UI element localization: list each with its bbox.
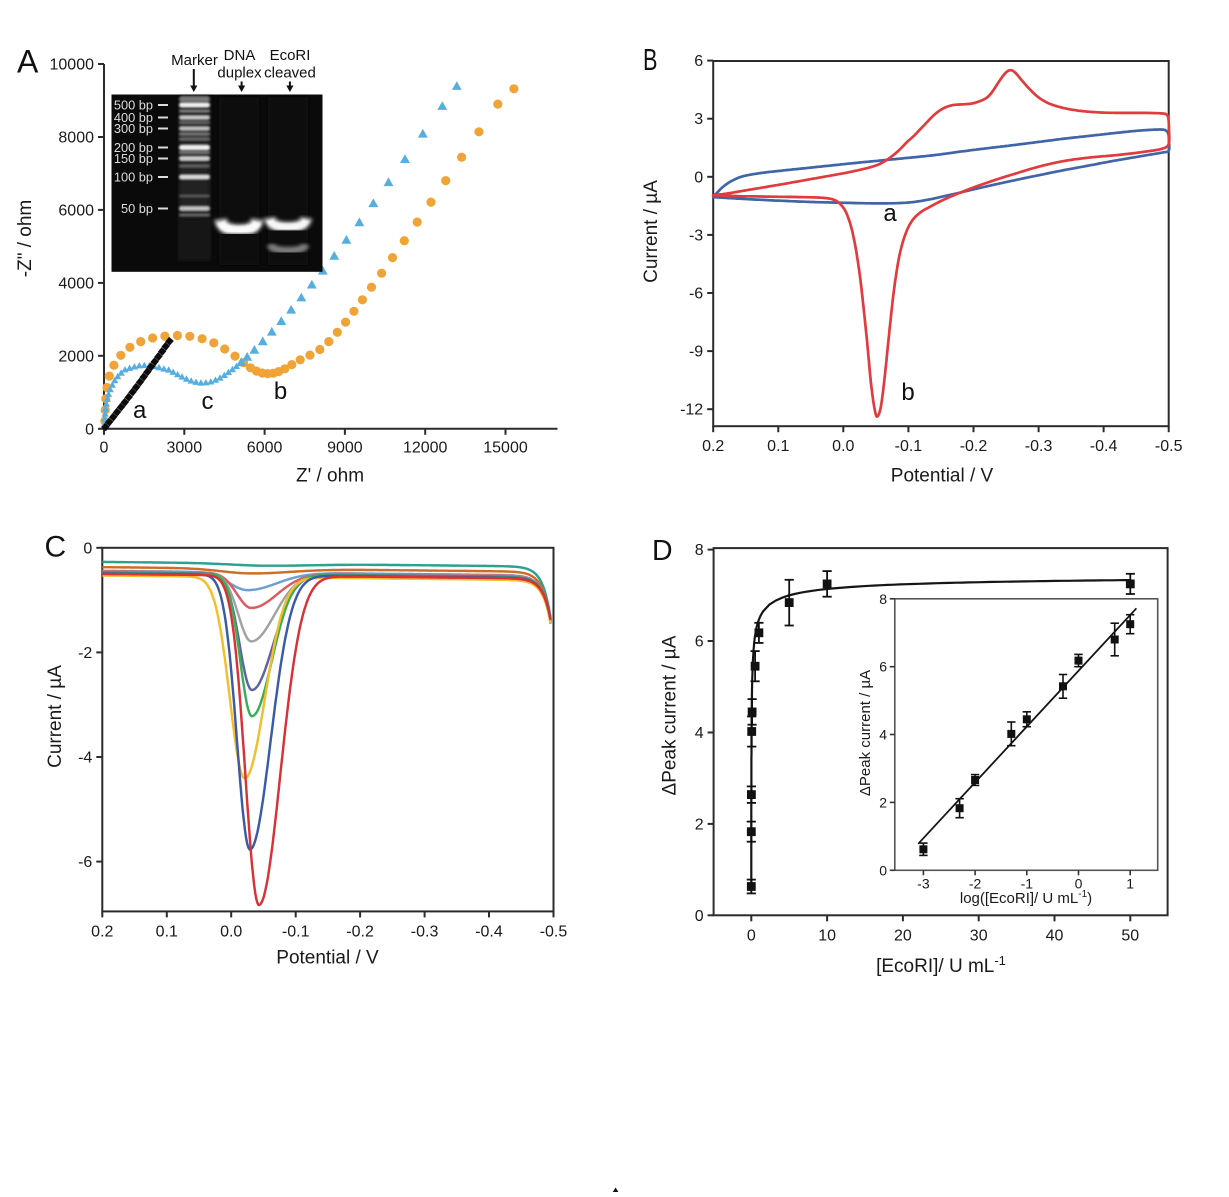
svg-text:0: 0: [879, 862, 887, 878]
svg-text:Z' / ohm: Z' / ohm: [296, 466, 364, 487]
svg-text:D: D: [652, 535, 673, 567]
svg-text:9000: 9000: [327, 439, 363, 456]
svg-text:3: 3: [694, 111, 703, 128]
svg-text:duplex: duplex: [217, 65, 262, 82]
svg-text:b: b: [274, 378, 287, 405]
svg-text:0.2: 0.2: [702, 438, 724, 455]
svg-text:EcoRI: EcoRI: [270, 47, 311, 64]
svg-text:300 bp: 300 bp: [114, 121, 153, 136]
svg-text:Potential / V: Potential / V: [891, 466, 994, 487]
svg-text:50 bp: 50 bp: [121, 201, 153, 216]
svg-text:A: A: [17, 44, 39, 80]
svg-text:0: 0: [694, 169, 703, 186]
svg-text:-0.2: -0.2: [346, 923, 374, 940]
svg-text:1: 1: [1126, 875, 1134, 891]
svg-text:-9: -9: [689, 344, 703, 361]
svg-text:10000: 10000: [50, 57, 95, 74]
svg-text:Current / µA: Current / µA: [45, 665, 66, 768]
svg-text:6000: 6000: [58, 202, 94, 219]
svg-text:-0.5: -0.5: [540, 923, 568, 940]
svg-text:ΔPeak current / µA: ΔPeak current / µA: [857, 670, 874, 796]
svg-text:a: a: [883, 200, 897, 227]
svg-text:2000: 2000: [58, 348, 94, 365]
svg-text:150 bp: 150 bp: [114, 151, 153, 166]
svg-text:-0.3: -0.3: [411, 923, 439, 940]
svg-text:400 bp: 400 bp: [114, 110, 153, 125]
svg-text:Potential / V: Potential / V: [276, 948, 379, 969]
svg-text:0.1: 0.1: [767, 438, 789, 455]
svg-text:10: 10: [818, 927, 836, 944]
svg-text:6000: 6000: [247, 439, 283, 456]
svg-text:6: 6: [694, 53, 703, 70]
svg-text:-2: -2: [78, 645, 92, 662]
svg-text:15000: 15000: [483, 439, 528, 456]
svg-text:4: 4: [879, 727, 887, 743]
svg-text:0: 0: [83, 540, 92, 557]
svg-text:-3: -3: [917, 875, 930, 891]
svg-text:8: 8: [695, 542, 704, 559]
svg-text:-0.2: -0.2: [960, 438, 988, 455]
svg-text:DNA: DNA: [224, 47, 256, 64]
svg-text:0.0: 0.0: [832, 438, 854, 455]
svg-text:6: 6: [695, 634, 704, 651]
svg-text:[EcoRI]/ U mL-1: [EcoRI]/ U mL-1: [876, 953, 1006, 977]
svg-text:Current / µA: Current / µA: [641, 180, 662, 283]
svg-text:-0.4: -0.4: [1090, 438, 1118, 455]
svg-text:log([EcoRI]/ U mL-1): log([EcoRI]/ U mL-1): [960, 889, 1092, 907]
svg-text:-4: -4: [78, 750, 92, 767]
svg-text:-6: -6: [78, 854, 92, 871]
svg-text:40: 40: [1046, 927, 1064, 944]
svg-text:4000: 4000: [58, 275, 94, 292]
svg-text:0: 0: [695, 908, 704, 925]
svg-text:-Z" / ohm: -Z" / ohm: [15, 200, 36, 277]
svg-text:b: b: [901, 379, 914, 406]
svg-text:B: B: [643, 42, 658, 77]
svg-text:4: 4: [695, 725, 704, 742]
svg-text:0: 0: [747, 927, 756, 944]
svg-text:500 bp: 500 bp: [114, 98, 153, 113]
svg-text:-3: -3: [689, 227, 703, 244]
svg-text:8: 8: [879, 591, 887, 607]
svg-text:c: c: [202, 388, 214, 415]
svg-text:0.2: 0.2: [91, 923, 113, 940]
svg-text:-1: -1: [1021, 875, 1034, 891]
svg-text:0: 0: [1075, 875, 1083, 891]
svg-text:50: 50: [1121, 927, 1139, 944]
svg-text:0: 0: [100, 439, 109, 456]
svg-text:3000: 3000: [167, 439, 203, 456]
svg-text:-0.1: -0.1: [895, 438, 923, 455]
svg-text:100 bp: 100 bp: [114, 170, 153, 185]
svg-text:2: 2: [695, 816, 704, 833]
svg-text:0.1: 0.1: [156, 923, 178, 940]
svg-text:cleaved: cleaved: [264, 65, 316, 82]
svg-text:-0.1: -0.1: [282, 923, 310, 940]
svg-text:0: 0: [85, 421, 94, 438]
svg-text:a: a: [133, 397, 147, 424]
svg-text:12000: 12000: [403, 439, 448, 456]
svg-text:C: C: [45, 531, 67, 564]
svg-text:30: 30: [970, 927, 988, 944]
svg-text:200 bp: 200 bp: [114, 140, 153, 155]
svg-text:-0.3: -0.3: [1025, 438, 1053, 455]
svg-text:8000: 8000: [58, 130, 94, 147]
svg-text:-2: -2: [969, 875, 982, 891]
svg-text:-6: -6: [689, 286, 703, 303]
svg-text:6: 6: [879, 659, 887, 675]
svg-text:Marker: Marker: [171, 52, 218, 69]
svg-text:ΔPeak current / µA: ΔPeak current / µA: [660, 635, 681, 795]
svg-text:2: 2: [879, 794, 887, 810]
svg-text:-0.4: -0.4: [475, 923, 503, 940]
svg-text:20: 20: [894, 927, 912, 944]
svg-text:-12: -12: [680, 402, 703, 419]
svg-text:0.0: 0.0: [220, 923, 242, 940]
svg-text:-0.5: -0.5: [1155, 438, 1183, 455]
